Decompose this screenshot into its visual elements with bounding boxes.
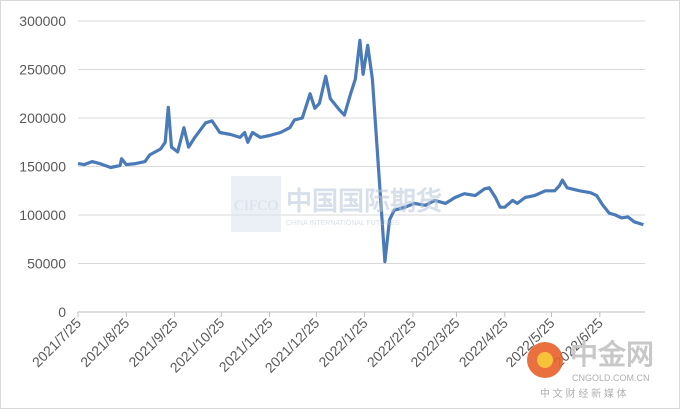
y-tick-label: 150000 <box>19 159 66 175</box>
y-tick-label: 250000 <box>19 62 66 78</box>
watermark-text: 中 文 财 经 新 媒 体 <box>540 387 627 400</box>
data-line <box>77 38 644 264</box>
y-tick-label: 200000 <box>19 110 66 126</box>
watermark-left: CIFCO 中国国际期货 CHINA INTERNATIONAL FUTURES <box>231 176 442 232</box>
watermark-text: CNGOLD.COM.CN <box>572 373 650 383</box>
y-tick-label: 50000 <box>27 256 66 272</box>
watermark-icon <box>537 352 553 368</box>
watermark-text: CHINA INTERNATIONAL FUTURES <box>286 220 400 227</box>
watermark-box <box>231 176 281 232</box>
watermark-text: CIFCO <box>234 198 278 214</box>
y-tick-label: 100000 <box>19 207 66 223</box>
watermark-right: 中金网 CNGOLD.COM.CN 中 文 财 经 新 媒 体 <box>527 338 654 400</box>
y-tick-label: 300000 <box>19 13 66 29</box>
y-tick-label: 0 <box>58 304 66 320</box>
watermark-text: 中国国际期货 <box>286 186 442 216</box>
watermark-text: 中金网 <box>570 338 654 370</box>
